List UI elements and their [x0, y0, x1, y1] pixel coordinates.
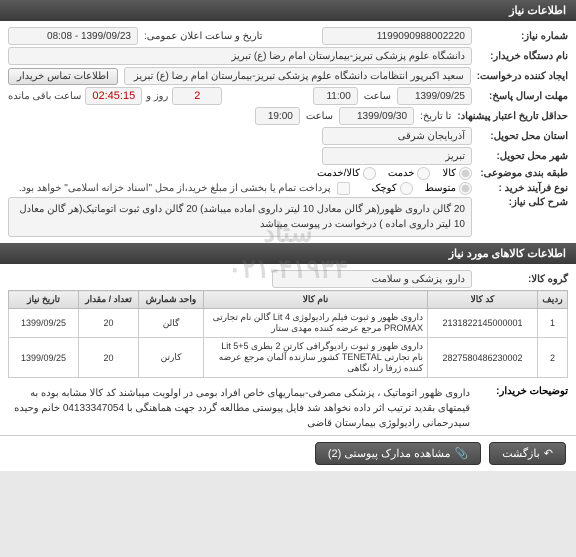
field-city: تبریز — [322, 147, 472, 165]
table-header-row: ردیف کد کالا نام کالا واحد شمارش تعداد /… — [9, 291, 568, 309]
cell-date: 1399/09/25 — [9, 338, 79, 378]
field-province: آذربایجان شرقی — [322, 127, 472, 145]
countdown-days: 2 — [172, 87, 222, 105]
cell-code: 2827580486230002 — [428, 338, 538, 378]
cell-date: 1399/09/25 — [9, 309, 79, 338]
field-deadline-time: 11:00 — [313, 87, 358, 105]
field-validity-date: 1399/09/30 — [339, 107, 414, 125]
section-header-info: اطلاعات نیاز — [0, 0, 576, 21]
items-table: ردیف کد کالا نام کالا واحد شمارش تعداد /… — [8, 290, 568, 378]
label-day: روز و — [146, 91, 168, 102]
cell-code: 2131822145000001 — [428, 309, 538, 338]
th-code: کد کالا — [428, 291, 538, 309]
th-date: تاریخ نیاز — [9, 291, 79, 309]
field-need-no: 1199090988002220 — [322, 27, 472, 45]
label-process-type: نوع فرآیند خرید : — [478, 183, 568, 194]
radio-both[interactable]: کالا/خدمت — [317, 167, 376, 180]
field-general-desc: 20 گالن داروی ظهور(هر گالن معادل 10 لیتر… — [8, 197, 472, 237]
attachment-icon: 📎 — [455, 447, 469, 460]
view-attachments-button[interactable]: 📎 مشاهده مدارک پیوستی (2) — [315, 442, 481, 465]
label-deadline: مهلت ارسال پاسخ: — [478, 91, 568, 102]
cell-unit: کارتن — [139, 338, 204, 378]
process-note: پرداخت تمام یا بخشی از مبلغ خرید،از محل … — [19, 183, 331, 194]
cell-name: داروی ظهور و ثبوت فیلم رادیولوژی 4 Lit گ… — [204, 309, 428, 338]
cell-name: داروی ظهور و ثبوت رادیوگرافی کارتن 2 بطر… — [204, 338, 428, 378]
field-item-group: دارو، پزشکی و سلامت — [272, 270, 472, 288]
items-block: گروه کالا: دارو، پزشکی و سلامت ردیف کد ک… — [0, 264, 576, 382]
budget-type-radios: کالا خدمت کالا/خدمت — [317, 167, 472, 180]
label-deadline-hour: ساعت — [364, 91, 391, 102]
radio-limited[interactable]: کوچک — [372, 182, 413, 195]
label-validity-hour: ساعت — [306, 111, 333, 122]
table-row: 12131822145000001داروی ظهور و ثبوت فیلم … — [9, 309, 568, 338]
form-grid-info: شماره نیاز: 1199090988002220 تاریخ و ساع… — [0, 21, 576, 243]
label-announce-date: تاریخ و ساعت اعلان عمومی: — [144, 31, 316, 42]
arrow-icon: ↶ — [544, 447, 553, 460]
section-header-items: اطلاعات کالاهای مورد نیاز — [0, 243, 576, 264]
process-type-radios: متوسط کوچک — [372, 182, 472, 195]
radio-open[interactable]: متوسط — [425, 182, 472, 195]
th-name: نام کالا — [204, 291, 428, 309]
field-announce-date: 1399/09/23 - 08:08 — [8, 27, 138, 45]
radio-service[interactable]: خدمت — [388, 167, 431, 180]
field-validity-time: 19:00 — [255, 107, 300, 125]
footer-bar: ↶ بازگشت 📎 مشاهده مدارک پیوستی (2) — [0, 435, 576, 471]
checkbox-treasury[interactable] — [337, 182, 350, 195]
label-city: شهر محل تحویل: — [478, 151, 568, 162]
cell-row: 1 — [538, 309, 568, 338]
label-general-desc: شرح کلی نیاز: — [478, 197, 568, 208]
label-creator: ایجاد کننده درخواست: — [477, 71, 568, 82]
countdown: 2 روز و 02:45:15 ساعت باقی مانده — [8, 87, 222, 105]
label-validity: حداقل تاریخ اعتبار پیشنهاد: — [457, 111, 568, 122]
field-creator: سعید اکبرپور انتظامات دانشگاه علوم پزشکی… — [124, 67, 471, 85]
th-qty: تعداد / مقدار — [79, 291, 139, 309]
label-province: استان محل تحویل: — [478, 131, 568, 142]
label-remaining: ساعت باقی مانده — [8, 91, 81, 102]
label-to-date: تا تاریخ: — [420, 111, 451, 122]
th-row: ردیف — [538, 291, 568, 309]
label-budget-type: طبقه بندی موضوعی: — [478, 168, 568, 179]
cell-row: 2 — [538, 338, 568, 378]
label-item-group: گروه کالا: — [478, 274, 568, 285]
label-buyer-notes: توضیحات خریدار: — [478, 386, 568, 431]
label-buyer-org: نام دستگاه خریدار: — [478, 51, 568, 62]
contact-info-button[interactable]: اطلاعات تماس خریدار — [8, 68, 118, 85]
th-unit: واحد شمارش — [139, 291, 204, 309]
field-deadline-date: 1399/09/25 — [397, 87, 472, 105]
buyer-notes-block: توضیحات خریدار: داروی ظهور اتوماتیک ، پز… — [0, 382, 576, 435]
back-button[interactable]: ↶ بازگشت — [489, 442, 566, 465]
field-buyer-org: دانشگاه علوم پزشکی تبریز-بیمارستان امام … — [8, 47, 472, 65]
table-row: 22827580486230002داروی ظهور و ثبوت رادیو… — [9, 338, 568, 378]
cell-qty: 20 — [79, 309, 139, 338]
radio-goods[interactable]: کالا — [442, 167, 472, 180]
cell-unit: گالن — [139, 309, 204, 338]
countdown-time: 02:45:15 — [85, 87, 142, 105]
label-need-no: شماره نیاز: — [478, 31, 568, 42]
cell-qty: 20 — [79, 338, 139, 378]
field-buyer-notes: داروی ظهور اتوماتیک ، پزشکی مصرفی-بیماری… — [8, 386, 470, 431]
